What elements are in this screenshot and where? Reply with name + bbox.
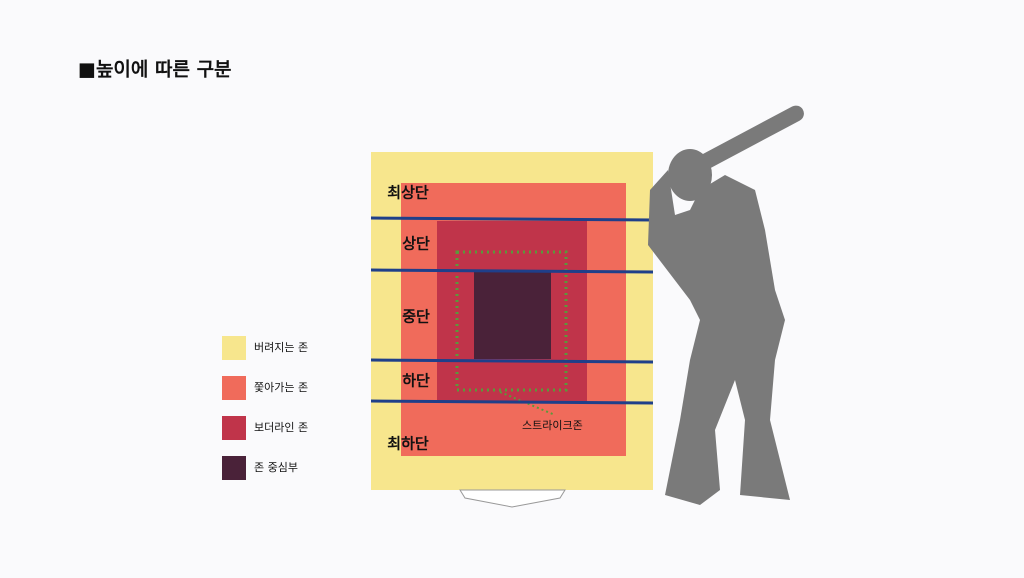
zone-label: 최하단 [387, 435, 429, 453]
divider [370, 399, 654, 405]
divider [370, 268, 654, 274]
legend-label: 존 중심부 [254, 461, 298, 474]
title: ■높이에 따른 구분 [78, 59, 232, 81]
legend-swatch [222, 336, 246, 360]
height-lines [370, 216, 654, 405]
body [648, 170, 790, 505]
zone-label: 상단 [402, 235, 430, 253]
home-plate [459, 489, 566, 508]
legend-label: 쫓아가는 존 [254, 381, 308, 394]
strike-zone [455, 250, 568, 392]
zone-label: 최상단 [387, 184, 429, 202]
legend-swatch [222, 456, 246, 480]
divider [370, 216, 654, 222]
legend: 버려지는 존 쫓아가는 존 보더라인 존 존 중심부 [222, 336, 308, 480]
center-zone [474, 271, 551, 359]
zone-diagram: 스트라이크존 최상단 상단 중단 하단 최하단 [370, 152, 654, 490]
bat [696, 105, 804, 171]
legend-label: 보더라인 존 [254, 421, 308, 434]
head [668, 149, 712, 201]
strike-zone-label: 스트라이크존 [522, 419, 583, 432]
legend-label: 버려지는 존 [254, 341, 308, 354]
batter-silhouette [648, 105, 804, 505]
zone-label: 중단 [402, 308, 430, 326]
legend-swatch [222, 376, 246, 400]
zone-label: 하단 [402, 372, 430, 390]
legend-swatch [222, 416, 246, 440]
divider [370, 358, 654, 364]
